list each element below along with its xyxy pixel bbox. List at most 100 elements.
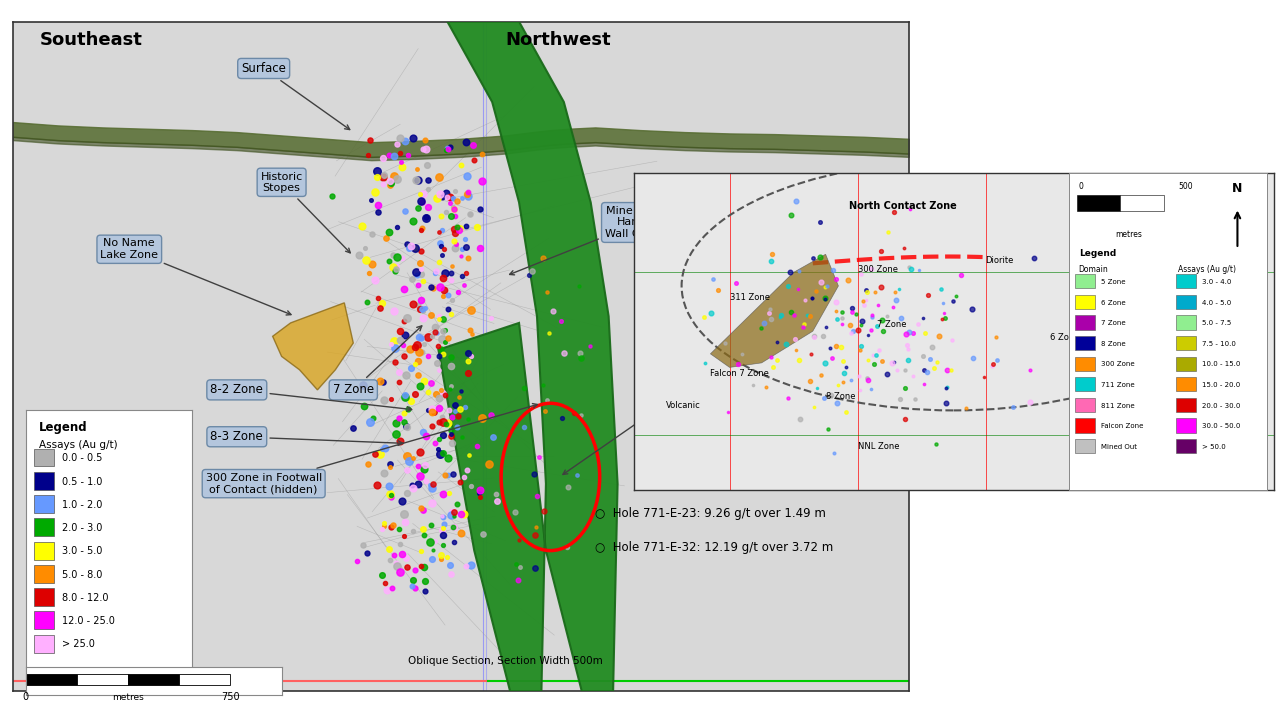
Text: Domain: Domain — [1079, 265, 1108, 274]
Bar — [1075, 377, 1094, 392]
Text: Legend: Legend — [38, 421, 87, 434]
Text: Diorite: Diorite — [986, 256, 1014, 265]
Text: 7.5 - 10.0: 7.5 - 10.0 — [1202, 341, 1235, 347]
Text: 6 Zone: 6 Zone — [1050, 333, 1079, 342]
Text: 0: 0 — [1079, 182, 1084, 192]
Bar — [1176, 418, 1196, 433]
Text: 7 Zone: 7 Zone — [333, 326, 422, 397]
Text: > 25.0: > 25.0 — [63, 639, 95, 649]
Text: Falcon Zone: Falcon Zone — [1101, 423, 1143, 429]
Text: 8.0 - 12.0: 8.0 - 12.0 — [63, 593, 109, 603]
Text: 300 Zone: 300 Zone — [858, 266, 897, 274]
Bar — [1176, 315, 1196, 330]
Bar — [1075, 336, 1094, 350]
Text: ○  Hole 771-E-23: 9.26 g/t over 1.49 m: ○ Hole 771-E-23: 9.26 g/t over 1.49 m — [595, 507, 826, 520]
Polygon shape — [438, 22, 618, 691]
Text: 5.0 - 7.5: 5.0 - 7.5 — [1202, 320, 1231, 326]
Text: 7 Zone: 7 Zone — [877, 320, 906, 328]
Text: Oblique Section, Section Width 500m: Oblique Section, Section Width 500m — [408, 657, 603, 667]
Bar — [35, 518, 54, 536]
Text: > 50.0: > 50.0 — [1202, 444, 1225, 450]
Text: 8-2 Zone: 8-2 Zone — [210, 383, 412, 411]
Text: Historic
Stopes: Historic Stopes — [260, 171, 351, 253]
Text: 500: 500 — [1178, 182, 1193, 192]
Bar — [1075, 418, 1094, 433]
Text: 5 Zone: 5 Zone — [1101, 279, 1125, 285]
Text: 30.0 - 50.0: 30.0 - 50.0 — [1202, 423, 1240, 429]
Text: No Name
Lake Zone: No Name Lake Zone — [100, 238, 291, 315]
Text: metres: metres — [113, 693, 143, 703]
Bar — [1176, 356, 1196, 371]
Text: 5.0 - 8.0: 5.0 - 8.0 — [63, 570, 102, 580]
Text: 15.0 - 20.0: 15.0 - 20.0 — [1202, 382, 1240, 388]
Bar — [1176, 336, 1196, 350]
Text: 0.0 - 0.5: 0.0 - 0.5 — [63, 454, 102, 463]
Text: 0.5 - 1.0: 0.5 - 1.0 — [63, 477, 102, 487]
Text: 711 Zone: 711 Zone — [1101, 382, 1134, 388]
Bar — [35, 472, 54, 490]
Bar — [1176, 397, 1196, 412]
Bar — [1176, 377, 1196, 392]
Bar — [1176, 439, 1196, 453]
Bar — [1120, 195, 1164, 211]
Text: 4.0 - 5.0: 4.0 - 5.0 — [1202, 300, 1231, 306]
Bar — [35, 635, 54, 652]
Text: 3.0 - 4.0: 3.0 - 4.0 — [1202, 279, 1231, 285]
Text: Southeast: Southeast — [40, 31, 142, 49]
Text: 20.0 - 30.0: 20.0 - 30.0 — [1202, 402, 1240, 409]
Text: 3.0 - 5.0: 3.0 - 5.0 — [63, 546, 102, 557]
Text: metres: metres — [1115, 230, 1142, 239]
Bar — [35, 565, 54, 582]
Bar — [1075, 397, 1094, 412]
Bar — [1075, 274, 1094, 289]
Bar — [77, 674, 128, 685]
Bar — [1075, 315, 1094, 330]
Bar — [1176, 294, 1196, 309]
Text: ○  Hole 771-E-32: 12.19 g/t over 3.72 m: ○ Hole 771-E-32: 12.19 g/t over 3.72 m — [595, 541, 833, 554]
Bar — [35, 588, 54, 606]
Text: 300 Zone: 300 Zone — [1101, 361, 1134, 367]
Bar — [1176, 274, 1196, 289]
Text: 10.0 - 15.0: 10.0 - 15.0 — [1202, 361, 1240, 367]
Text: 811 Zone: 811 Zone — [1101, 402, 1134, 409]
Text: 12.0 - 25.0: 12.0 - 25.0 — [63, 616, 115, 626]
Text: 0: 0 — [23, 692, 28, 702]
Text: 8-3 Zone: 8-3 Zone — [210, 431, 403, 446]
Text: Volcanic: Volcanic — [666, 401, 700, 410]
Text: 2 Zone: 2 Zone — [1178, 392, 1207, 401]
Text: 2.0 - 3.0: 2.0 - 3.0 — [63, 523, 102, 533]
Bar — [26, 674, 77, 685]
Text: 6 Zone: 6 Zone — [1101, 300, 1125, 306]
Text: 300 Zone in Footwall
of Contact (hidden): 300 Zone in Footwall of Contact (hidden) — [206, 404, 538, 495]
Polygon shape — [710, 254, 838, 367]
Text: Northwest: Northwest — [506, 31, 612, 49]
Text: 8 Zone: 8 Zone — [826, 392, 855, 401]
Text: Mine Diorite
Hanging
Wall Contact: Mine Diorite Hanging Wall Contact — [509, 206, 675, 275]
Bar — [35, 611, 54, 629]
Bar — [1075, 439, 1094, 453]
Polygon shape — [273, 303, 353, 390]
Text: N: N — [1233, 182, 1243, 195]
Bar — [35, 449, 54, 467]
Text: NNL Zone: NNL Zone — [858, 442, 899, 451]
Bar — [35, 495, 54, 513]
Bar — [35, 541, 54, 559]
Text: 8 Zone: 8 Zone — [1101, 341, 1125, 347]
Bar — [1076, 195, 1120, 211]
Text: 7 Zone: 7 Zone — [1101, 320, 1125, 326]
Bar — [1075, 356, 1094, 371]
Text: 750: 750 — [221, 692, 239, 702]
Bar — [128, 674, 179, 685]
Text: Legend: Legend — [1079, 249, 1116, 258]
Bar — [179, 674, 230, 685]
Bar — [1075, 294, 1094, 309]
Text: North Contact Zone: North Contact Zone — [849, 201, 956, 211]
Text: Surface: Surface — [241, 62, 349, 130]
Text: Assays (Au g/t): Assays (Au g/t) — [38, 441, 118, 451]
Text: Assays (Au g/t): Assays (Au g/t) — [1178, 265, 1236, 274]
Text: 311 Zone: 311 Zone — [730, 292, 769, 302]
Text: Falcon 7 Zone: Falcon 7 Zone — [710, 369, 769, 379]
Text: Mined Out: Mined Out — [1101, 444, 1137, 450]
Text: Newly defined
Contact Zone: Newly defined Contact Zone — [563, 379, 724, 474]
Text: 1.0 - 2.0: 1.0 - 2.0 — [63, 500, 102, 510]
